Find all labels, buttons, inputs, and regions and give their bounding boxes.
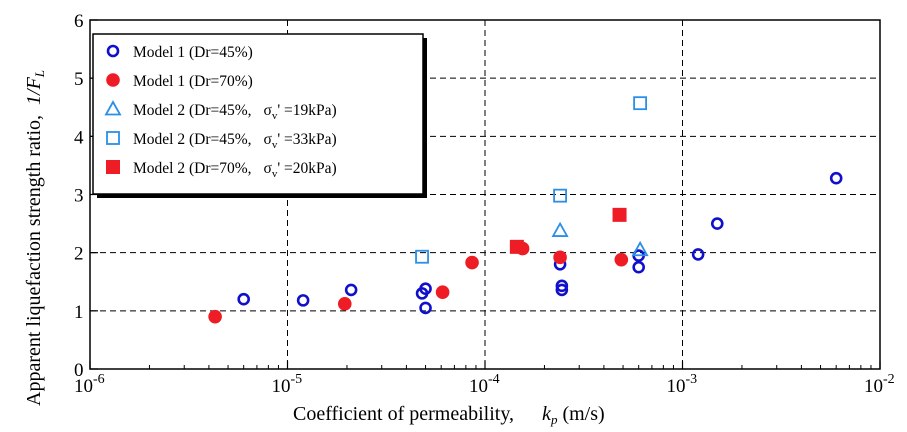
data-point-series-1 [632, 260, 645, 274]
data-point-series-4 [415, 249, 429, 264]
y-axis-label-text: Apparent liquefaction strength ratio, [23, 115, 45, 406]
data-point-series-4 [553, 188, 567, 203]
y-tick-label: 3 [74, 186, 84, 207]
data-point-series-3 [551, 221, 569, 237]
x-tick-label: 10-2 [864, 372, 895, 397]
y-tick-label: 5 [74, 69, 84, 90]
data-point-series-1 [710, 217, 724, 230]
legend-label-1: Model 1 (Dr=45%) [133, 44, 253, 61]
x-tick-label: 10-5 [272, 372, 303, 397]
x-axis-label-sub: p [550, 412, 558, 427]
legend-marker-1 [106, 44, 120, 58]
y-tick-label: 6 [74, 11, 84, 32]
x-tick-label: 10-6 [74, 372, 105, 397]
legend-marker-2 [106, 73, 120, 87]
y-tick-label: 0 [74, 360, 84, 381]
data-point-series-1 [691, 248, 705, 261]
data-point-series-5 [509, 239, 524, 254]
legend-marker-4 [106, 131, 120, 145]
axis-ticks: 10-6 10-5 10-4 10-3 10-2 0 1 2 3 4 5 6 [74, 11, 895, 397]
y-tick-label: 2 [74, 244, 84, 265]
legend-label-2: Model 1 (Dr=70%) [133, 73, 253, 90]
data-point-series-1 [419, 282, 432, 296]
data-point-series-2 [553, 250, 567, 265]
data-point-series-2 [337, 297, 352, 311]
data-point-series-2 [435, 285, 450, 300]
data-point-series-1 [829, 171, 843, 185]
legend-items: Model 1 (Dr=45%) Model 1 (Dr=70%) Model 2 … [104, 44, 337, 180]
y-axis-label-symbol: 1/F [23, 76, 45, 105]
data-point-series-2 [614, 252, 629, 267]
legend-marker-5 [106, 160, 120, 174]
legend: Model 1 (Dr=45%) Model 1 (Dr=70%) Model 2 … [92, 33, 427, 198]
data-point-series-4 [633, 96, 648, 111]
x-tick-label: 10-3 [667, 372, 698, 397]
data-point-series-2 [465, 255, 479, 270]
data-point-series-1 [344, 283, 358, 297]
data-point-series-1 [237, 292, 250, 306]
data-point-series-1 [296, 294, 310, 307]
legend-marker-3 [104, 100, 122, 116]
data-point-series-2 [208, 309, 222, 324]
x-axis-label-text: Coefficient of permeability, [293, 403, 514, 425]
legend-box [92, 33, 424, 195]
y-axis-label-sub: L [32, 70, 47, 78]
x-axis-label: Coefficient of permeability, kp (m/s) [293, 403, 605, 427]
data-points [208, 96, 843, 324]
legend-label-3: Model 2 (Dr=45%, σv' =19kPa) [133, 102, 337, 122]
data-point-series-1 [555, 283, 569, 297]
data-point-series-5 [612, 207, 627, 222]
data-point-series-3 [631, 240, 649, 257]
y-axis-label: Apparent liquefaction strength ratio, 1/F… [23, 70, 47, 406]
data-point-series-1 [555, 279, 569, 293]
x-axis-label-symbol: k [542, 403, 552, 425]
legend-label-5: Model 2 (Dr=70%, σv' =20kPa) [133, 160, 337, 180]
data-point-series-1 [419, 301, 432, 315]
legend-label-4: Model 2 (Dr=45%, σv' =33kPa) [133, 131, 337, 151]
x-axis-label-unit: (m/s) [557, 403, 604, 425]
y-tick-label: 4 [74, 127, 84, 148]
y-tick-label: 1 [74, 302, 84, 323]
x-tick-label: 10-4 [469, 372, 500, 397]
